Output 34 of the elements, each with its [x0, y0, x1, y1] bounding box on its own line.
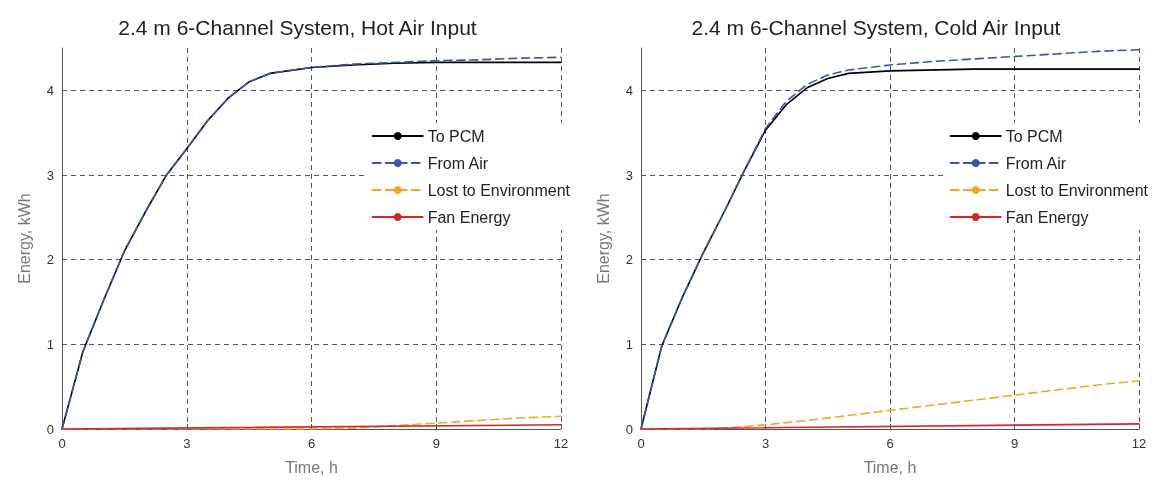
y-axis-title: Energy, kWh — [15, 193, 33, 284]
x-tick-label: 0 — [58, 436, 66, 451]
y-tick-label: 3 — [46, 167, 54, 183]
x-tick-label: 0 — [637, 436, 645, 451]
x-tick-label: 6 — [886, 436, 894, 451]
chart-title: 2.4 m 6-Channel System, Hot Air Input — [118, 16, 477, 39]
chart-title: 2.4 m 6-Channel System, Cold Air Input — [691, 16, 1061, 39]
legend-label: From Air — [427, 154, 489, 172]
x-axis-title: Time, h — [285, 458, 338, 476]
legend-label: Fan Energy — [1005, 208, 1089, 226]
legend-label: To PCM — [1005, 127, 1063, 145]
y-tick-label: 0 — [46, 421, 54, 437]
x-tick-label: 9 — [1010, 436, 1019, 451]
legend-label: Lost to Environment — [1005, 181, 1149, 199]
x-tick-label: 12 — [553, 436, 569, 451]
legend-label: Lost to Environment — [427, 181, 571, 199]
legend-label: To PCM — [427, 127, 485, 145]
x-axis-title: Time, h — [863, 458, 917, 476]
x-tick-label: 12 — [1131, 436, 1147, 451]
x-tick-label: 3 — [183, 436, 191, 451]
y-tick-label: 1 — [625, 336, 633, 352]
y-tick-label: 2 — [46, 252, 54, 268]
legend-label: From Air — [1005, 154, 1067, 172]
y-tick-label: 2 — [625, 252, 633, 268]
legend-label: Fan Energy — [427, 208, 511, 226]
y-tick-label: 4 — [625, 82, 633, 98]
y-axis-title: Energy, kWh — [594, 193, 612, 284]
y-tick-label: 1 — [46, 336, 54, 352]
x-tick-label: 6 — [307, 436, 316, 451]
x-tick-label: 3 — [761, 436, 770, 451]
y-tick-label: 4 — [46, 82, 54, 98]
y-tick-label: 0 — [625, 421, 633, 437]
x-tick-label: 9 — [432, 436, 440, 451]
y-tick-label: 3 — [625, 167, 633, 183]
